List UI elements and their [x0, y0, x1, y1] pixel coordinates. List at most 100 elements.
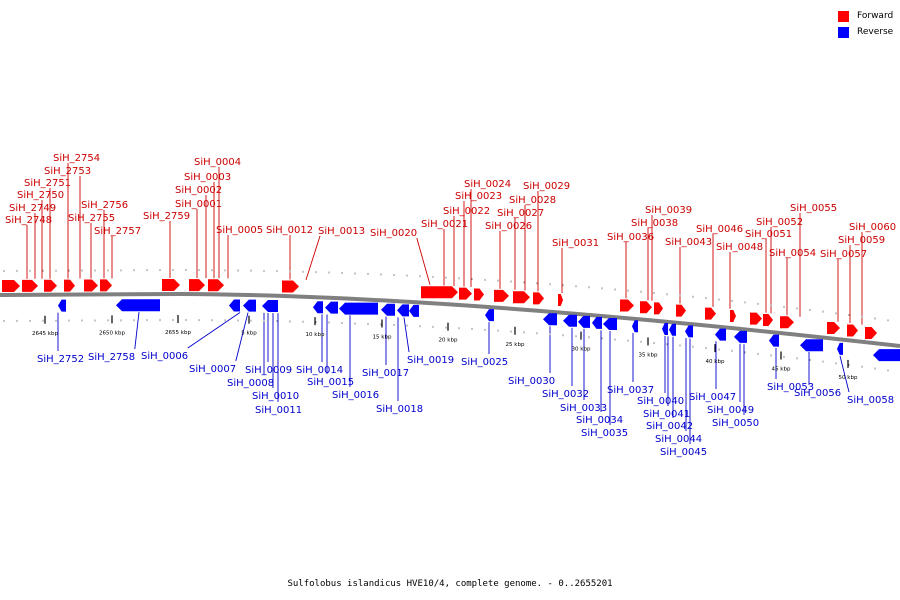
forward-gene-18 — [640, 301, 652, 314]
reverse-gene-label: SiH_0045 — [660, 447, 707, 458]
forward-gene-label: SiH_2749 — [9, 203, 56, 214]
reverse-gene-1 — [116, 299, 160, 312]
forward-gene-label: SiH_2759 — [143, 211, 190, 222]
reverse-gene-label: SiH_0040 — [637, 396, 684, 407]
forward-gene-label: SiH_0051 — [745, 229, 792, 240]
reverse-gene-label: SiH_0006 — [141, 351, 188, 362]
reverse-gene-24 — [800, 339, 823, 352]
forward-gene-22 — [730, 310, 736, 323]
reverse-gene-9 — [397, 304, 409, 317]
forward-gene-13 — [494, 289, 509, 302]
forward-gene-label: SiH_0057 — [820, 249, 867, 260]
reverse-gene-6 — [325, 301, 338, 314]
reverse-gene-8 — [381, 303, 395, 316]
reverse-gene-label: SiH_0047 — [689, 392, 736, 403]
reverse-gene-label: SiH_0037 — [607, 385, 654, 396]
reverse-gene-4 — [262, 300, 278, 313]
forward-gene-leader — [416, 237, 431, 285]
reverse-swatch — [838, 26, 849, 38]
scale-label: 2655 kbp — [165, 330, 191, 336]
forward-gene-label: SiH_0028 — [509, 195, 556, 206]
forward-gene-8 — [208, 279, 224, 292]
reverse-gene-5 — [313, 301, 323, 314]
reverse-gene-label: SiH_2758 — [88, 352, 135, 363]
scale-label: 45 kbp — [772, 367, 791, 373]
reverse-gene-label: SiH_2752 — [37, 354, 84, 365]
forward-gene-14 — [513, 291, 530, 304]
reverse-gene-11 — [485, 309, 494, 322]
forward-gene-label: SiH_0046 — [696, 224, 743, 235]
forward-gene-label: SiH_0048 — [716, 242, 763, 253]
forward-gene-label: SiH_0060 — [849, 222, 896, 233]
reverse-gene-label: SiH_0035 — [581, 428, 628, 439]
reverse-gene-17 — [632, 320, 638, 333]
forward-gene-label: SiH_2757 — [94, 226, 141, 237]
forward-swatch — [838, 10, 849, 22]
reverse-gene-2 — [229, 299, 240, 312]
forward-gene-21 — [705, 307, 716, 320]
forward-gene-label: SiH_0036 — [607, 232, 654, 243]
reverse-gene-7 — [339, 302, 378, 315]
reverse-gene-leader — [134, 312, 140, 350]
forward-gene-3 — [64, 279, 75, 292]
legend-reverse-label: Reverse — [857, 27, 894, 37]
legend-reverse: Reverse — [838, 24, 893, 40]
forward-gene-label: SiH_0043 — [665, 237, 712, 248]
genome-caption: Sulfolobus islandicus HVE10/4, complete … — [287, 579, 613, 589]
reverse-gene-label: SiH_0008 — [227, 378, 274, 389]
forward-gene-25 — [780, 316, 794, 329]
reverse-gene-label: SiH_0014 — [296, 365, 343, 376]
forward-gene-2 — [44, 279, 57, 292]
forward-gene-10 — [421, 286, 458, 299]
forward-gene-label: SiH_0055 — [790, 203, 837, 214]
forward-gene-label: SiH_2755 — [68, 213, 115, 224]
reverse-gene-0 — [58, 299, 66, 312]
forward-gene-label: SiH_0029 — [523, 181, 570, 192]
forward-gene-label: SiH_0021 — [421, 219, 468, 230]
forward-gene-label: SiH_2756 — [81, 200, 128, 211]
reverse-gene-23 — [769, 334, 779, 347]
forward-gene-leader — [305, 235, 321, 281]
reverse-gene-leader — [187, 312, 241, 349]
reverse-gene-3 — [243, 299, 256, 312]
forward-gene-1 — [22, 279, 38, 292]
forward-gene-label: SiH_0026 — [485, 221, 532, 232]
forward-gene-label: SiH_0022 — [443, 206, 490, 217]
gene-features: SiH_2748SiH_2749SiH_2750SiH_2751SiH_2753… — [2, 153, 900, 458]
forward-gene-17 — [620, 299, 634, 312]
forward-gene-label: SiH_0027 — [497, 208, 544, 219]
forward-gene-9 — [282, 280, 299, 293]
scale-label: 40 kbp — [706, 359, 725, 365]
scale-label: 5 kbp — [241, 331, 257, 337]
forward-gene-23 — [750, 312, 762, 325]
forward-gene-0 — [2, 279, 20, 292]
genome-backbone — [0, 291, 900, 348]
reverse-gene-label: SiH_0056 — [794, 388, 841, 399]
forward-gene-label: SiH_0004 — [194, 157, 241, 168]
forward-gene-label: SiH_0023 — [455, 191, 502, 202]
legend: Forward Reverse — [838, 8, 893, 40]
reverse-gene-label: SiH_0044 — [655, 434, 702, 445]
reverse-gene-12 — [543, 313, 557, 326]
forward-gene-label: SiH_0002 — [175, 185, 222, 196]
forward-gene-24 — [763, 313, 773, 326]
reverse-gene-label: SiH_0016 — [332, 390, 379, 401]
scale-label: 10 kbp — [306, 332, 325, 338]
reverse-gene-label: SiH_0019 — [407, 355, 454, 366]
forward-gene-5 — [100, 279, 112, 292]
reverse-gene-13 — [563, 314, 577, 327]
reverse-gene-18 — [662, 323, 668, 336]
forward-gene-label: SiH_0012 — [266, 225, 313, 236]
forward-gene-20 — [676, 304, 686, 317]
reverse-gene-label: SiH_0032 — [542, 389, 589, 400]
forward-gene-6 — [162, 279, 180, 292]
reverse-gene-leader — [403, 317, 410, 353]
reverse-gene-label: SiH_0025 — [461, 357, 508, 368]
reverse-gene-label: SiH_0017 — [362, 368, 409, 379]
reverse-gene-label: SiH_0010 — [252, 391, 299, 402]
forward-gene-label: SiH_0052 — [756, 217, 803, 228]
scale-ticks: 2645 kbp 2650 kbp 2655 kbp 5 kbp 10 kbp 15 kb… — [3, 269, 889, 381]
reverse-gene-leader — [235, 312, 249, 362]
forward-gene-label: SiH_0003 — [184, 172, 231, 183]
reverse-gene-label: SiH_0018 — [376, 404, 423, 415]
